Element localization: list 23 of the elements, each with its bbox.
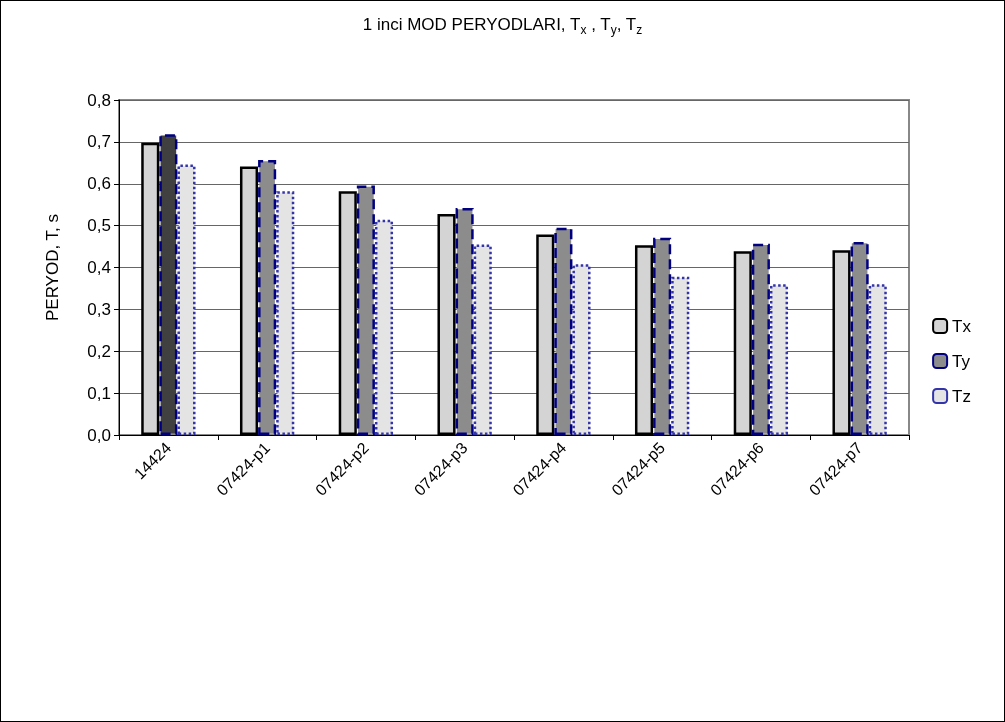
bar [671,276,690,435]
y-tick-label: 0,0 [87,425,111,445]
y-axis-title: PERYOD, T, s [43,213,62,322]
bar [769,284,789,435]
y-tick-label: 0,6 [87,174,111,194]
bar [868,284,887,435]
bar [473,244,492,435]
legend-label: Tx [952,316,972,336]
y-tick-label: 0,3 [87,299,111,319]
y-tick-label: 0,4 [87,258,111,277]
y-tick-label: 0,8 [87,90,111,110]
y-tick-label: 0,7 [87,132,111,152]
bar [276,191,295,435]
bar [374,219,394,435]
y-tick-label: 0,5 [87,216,111,236]
bar [572,264,591,435]
y-tick-label: 0,2 [87,341,111,361]
bar [177,164,196,435]
chart-title: 1 inci MOD PERYODLARI, T$_{x}$ , T$_{y}$, T$_{z}$ [361,15,644,38]
bar [159,134,178,435]
y-tick-label: 0,1 [87,383,111,403]
legend-label: Ty [952,351,971,371]
legend-label: Tz [952,386,972,406]
